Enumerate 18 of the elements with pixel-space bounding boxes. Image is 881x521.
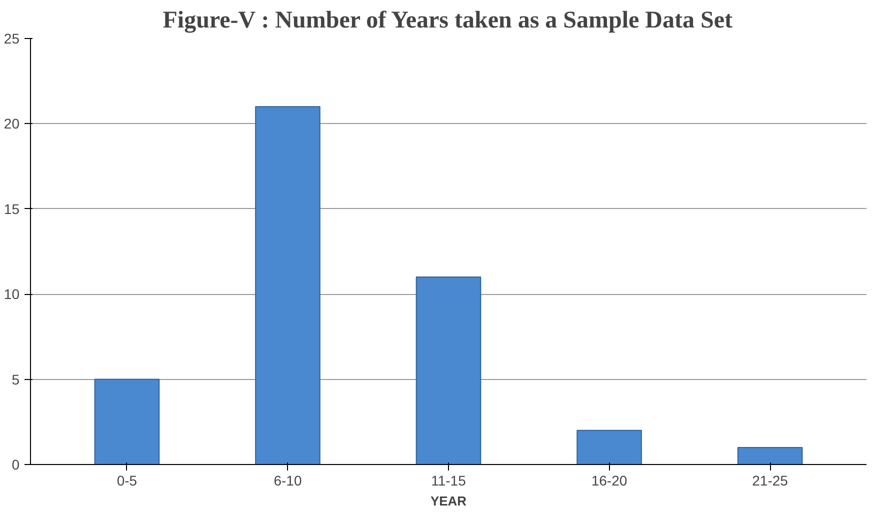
- x-tick-label: 16-20: [591, 472, 628, 488]
- y-tick-label: 15: [4, 200, 20, 217]
- x-tick-label: 21-25: [752, 472, 788, 488]
- bar: [255, 106, 320, 464]
- bar: [94, 378, 160, 464]
- y-tick-label: 0: [12, 456, 20, 472]
- bar: [737, 446, 803, 464]
- y-tick-label: 5: [12, 371, 20, 388]
- x-tick-label: 0-5: [116, 472, 138, 488]
- x-tick-label: 6-10: [274, 472, 302, 488]
- y-tick-label: 20: [4, 116, 20, 132]
- bar: [416, 276, 482, 464]
- y-tick-label: 25: [4, 30, 20, 46]
- bar: [576, 430, 642, 464]
- y-tick-label: 10: [4, 286, 20, 302]
- x-tick-label: 11-15: [431, 472, 466, 488]
- chart-title: Figure-V : Number of Years taken as a Sample Data Set: [162, 8, 732, 34]
- x-axis-title: YEAR: [430, 494, 468, 508]
